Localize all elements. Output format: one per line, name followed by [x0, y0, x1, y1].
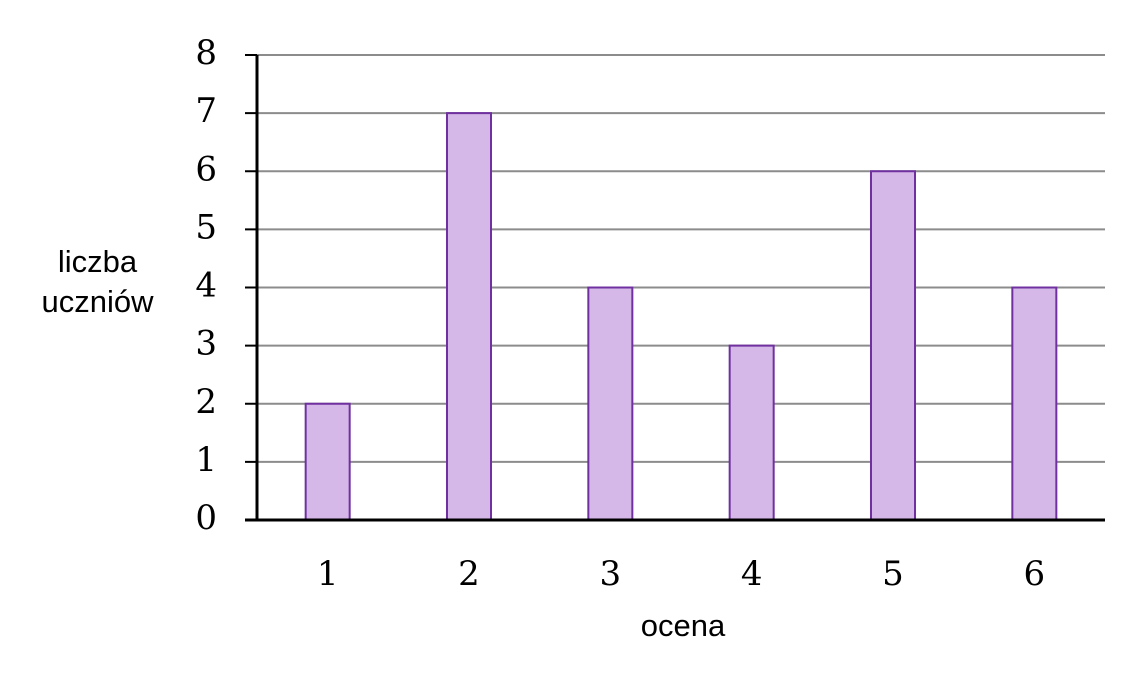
bar	[1011, 286, 1058, 521]
bar	[587, 286, 634, 521]
x-tick-label: 3	[600, 554, 622, 594]
x-tick-label: 2	[458, 554, 480, 594]
x-tick-label: 4	[741, 554, 763, 594]
y-tick-label: 0	[195, 498, 217, 538]
bar	[728, 344, 775, 521]
y-axis-label: liczba uczniów	[41, 244, 154, 319]
y-tick-label: 1	[195, 440, 217, 480]
y-tick-label: 6	[195, 149, 217, 189]
x-tick-label: 6	[1024, 554, 1046, 594]
x-axis-label: ocena	[641, 608, 726, 643]
y-tick-label: 4	[195, 266, 217, 306]
y-tick-label: 7	[195, 91, 217, 131]
x-tick-label: 1	[317, 554, 339, 594]
y-tick-label: 5	[195, 207, 217, 247]
bar	[304, 402, 351, 521]
y-tick-label: 2	[195, 382, 217, 422]
x-tick-label: 5	[882, 554, 904, 594]
y-tick-label: 3	[195, 324, 217, 364]
bar	[870, 170, 916, 521]
y-tick-label: 8	[195, 33, 217, 73]
bar	[446, 112, 492, 521]
